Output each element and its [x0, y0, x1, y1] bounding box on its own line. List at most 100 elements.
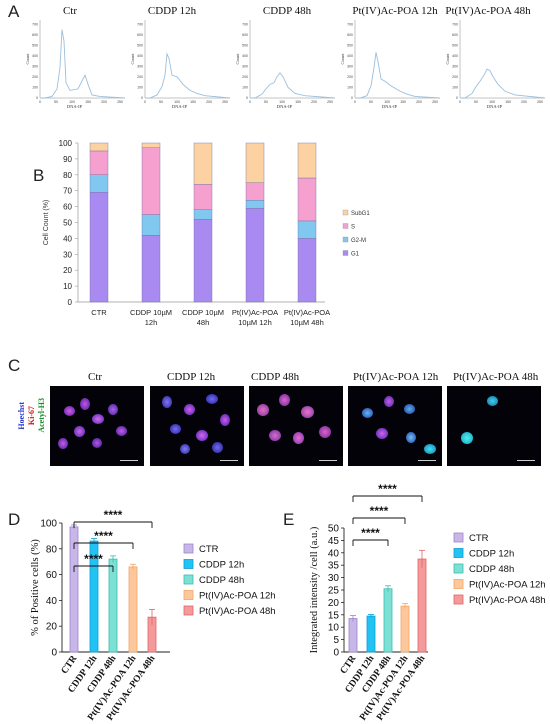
x-tick-label: 0 [144, 100, 146, 104]
y-tick-label: 60 [46, 570, 58, 581]
x-tick-label: 150 [505, 100, 511, 104]
cell [362, 408, 373, 418]
legend-swatch [453, 563, 464, 574]
x-axis-label: DNA-IP [487, 104, 503, 109]
legend-swatch [183, 590, 194, 600]
y-tick-label: 40 [46, 596, 58, 607]
y-tick-label: 500 [32, 44, 38, 48]
y-axis-label: Count [235, 53, 240, 65]
y-tick-label: 300 [347, 65, 353, 69]
cell [74, 426, 85, 437]
y-tick-label: 50 [63, 219, 72, 228]
legend-swatch [342, 236, 349, 243]
bar [366, 615, 376, 653]
significance-label: **** [104, 508, 123, 522]
significance-label: **** [370, 504, 389, 518]
legend-swatch [183, 574, 194, 585]
micro-title-cddp48: CDDP 48h [251, 371, 300, 383]
x-tick-label: 200 [311, 100, 317, 104]
y-tick-label: 5 [333, 635, 339, 646]
bar [108, 558, 118, 653]
y-tick-label: 200 [32, 75, 38, 79]
cell [206, 394, 218, 404]
y-tick-label: 25 [328, 586, 340, 597]
cell [80, 398, 90, 410]
legend-swatch [453, 594, 464, 605]
x-tick-label: 0 [459, 100, 461, 104]
x-tick-label: 250 [222, 100, 228, 104]
legend-label: Pt(IV)Ac-POA 48h [199, 606, 276, 617]
micro-title-ctr: Ctr [88, 371, 103, 383]
cell [257, 404, 269, 416]
bar-segment-subg1 [141, 142, 161, 148]
scale-bar [120, 460, 138, 461]
y-tick-label: 400 [137, 54, 143, 58]
x-tick-label: 0 [249, 100, 251, 104]
y-axis-label: Count [25, 53, 30, 65]
legend-label: CTR [199, 544, 219, 555]
y-tick-label: 500 [452, 44, 458, 48]
y-tick-label: 100 [32, 86, 38, 90]
y-tick-label: 0 [333, 648, 339, 659]
y-tick-label: 0 [246, 96, 248, 100]
histogram-line [250, 72, 336, 99]
scale-bar [517, 460, 535, 461]
legend-swatch [342, 209, 349, 216]
cell [384, 396, 394, 407]
y-tick-label: 20 [328, 598, 340, 609]
legend-swatch [453, 579, 464, 589]
micro-title-cddp12: CDDP 12h [167, 371, 216, 383]
x-tick-label: Pt(IV)Ac-POA [232, 308, 278, 317]
y-tick-label: 100 [59, 139, 73, 148]
x-tick-label: 200 [416, 100, 422, 104]
legend-label: S [351, 225, 355, 231]
y-tick-label: 400 [347, 54, 353, 58]
legend-swatch [183, 605, 194, 616]
legend-swatch [183, 559, 194, 569]
legend-swatch [342, 223, 349, 229]
legend-label: CTR [469, 533, 489, 544]
y-tick-label: 500 [242, 44, 248, 48]
x-tick-label: 250 [327, 100, 333, 104]
micro-image-cddp12 [150, 386, 244, 466]
histogram-title: CDDP 12h [148, 5, 197, 17]
x-tick-label: 250 [117, 100, 123, 104]
y-tick-label: 500 [347, 44, 353, 48]
legend-swatch [342, 250, 349, 256]
cell [220, 414, 230, 426]
y-tick-label: 80 [63, 171, 72, 180]
x-axis-label: DNA-IP [172, 104, 188, 109]
x-tick-label: Pt(IV)Ac-POA [284, 308, 330, 317]
panel-label-c: C [8, 356, 21, 375]
bar [400, 605, 410, 653]
y-tick-label: 700 [452, 23, 458, 27]
x-tick-label: 50 [159, 100, 163, 104]
y-tick-label: 200 [347, 75, 353, 79]
y-tick-label: 80 [46, 544, 58, 555]
cell [64, 406, 75, 416]
cell [162, 396, 172, 408]
legend-swatch [453, 548, 464, 558]
legend-label: Pt(IV)Ac-POA 12h [469, 580, 546, 591]
histogram-line [355, 52, 441, 99]
legend-swatch [453, 532, 464, 543]
x-tick-label: 150 [400, 100, 406, 104]
x-tick-label: CDDP 10µM [182, 308, 224, 317]
scale-bar [220, 460, 238, 461]
histogram-2: CDDP 48h 700 600 500 400 300 200 100 00 50 100 150 2… [235, 5, 336, 109]
histogram-line [145, 52, 231, 99]
significance-label: **** [378, 482, 397, 496]
legend-label: CDDP 48h [199, 575, 244, 586]
cell [424, 444, 436, 454]
y-tick-label: 300 [32, 65, 38, 69]
cell [180, 444, 190, 454]
x-tick-label: 0 [354, 100, 356, 104]
panel-label-d: D [8, 510, 21, 529]
y-tick-label: 700 [242, 23, 248, 27]
y-tick-label: 90 [63, 155, 72, 164]
legend-label: Pt(IV)Ac-POA 12h [199, 591, 276, 602]
y-tick-label: 0 [351, 96, 353, 100]
x-tick-label: CTR [60, 654, 80, 676]
x-tick-label: 150 [190, 100, 196, 104]
